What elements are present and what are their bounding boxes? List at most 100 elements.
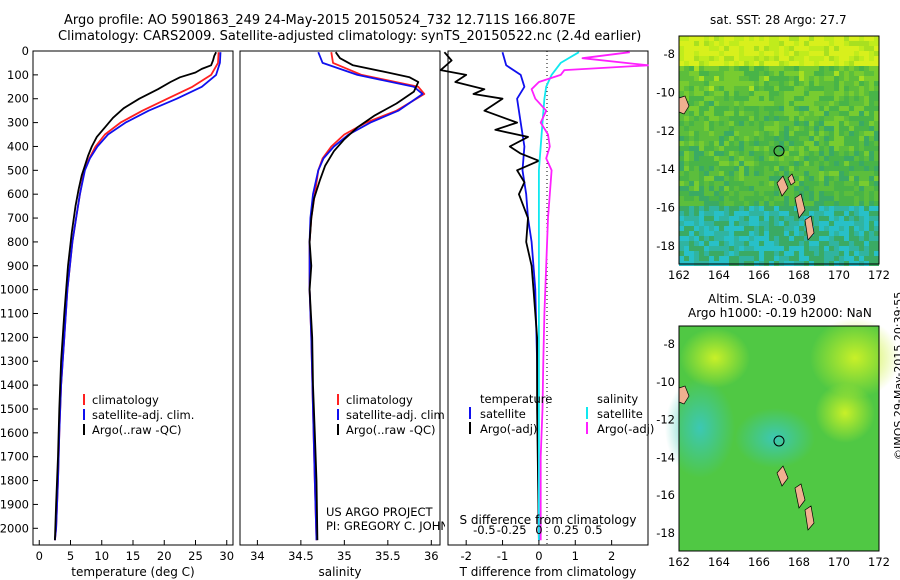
sst-cell bbox=[754, 156, 759, 161]
sst-cell bbox=[694, 221, 699, 226]
sst-cell bbox=[679, 171, 684, 176]
sst-cell bbox=[769, 256, 774, 261]
sst-cell bbox=[749, 101, 754, 106]
temp-plot-frame bbox=[32, 50, 234, 546]
sst-cell bbox=[744, 41, 749, 46]
sst-cell bbox=[829, 136, 834, 141]
sst-cell bbox=[769, 96, 774, 101]
sst-cell bbox=[854, 171, 859, 176]
sst-cell bbox=[839, 136, 844, 141]
sst-cell bbox=[709, 101, 714, 106]
sst-cell bbox=[794, 246, 799, 251]
sst-cell bbox=[764, 81, 769, 86]
sst-cell bbox=[869, 206, 874, 211]
sst-cell bbox=[849, 156, 854, 161]
sst-cell bbox=[784, 141, 789, 146]
sst-cell bbox=[839, 116, 844, 121]
sst-cell bbox=[869, 106, 874, 111]
sst-cell bbox=[699, 121, 704, 126]
sst-cell bbox=[869, 86, 874, 91]
sst-cell bbox=[734, 221, 739, 226]
sst-cell bbox=[714, 141, 719, 146]
sst-cell bbox=[724, 81, 729, 86]
sst-cell bbox=[684, 181, 689, 186]
sst-cell bbox=[804, 256, 809, 261]
sst-cell bbox=[709, 136, 714, 141]
sst-cell bbox=[854, 81, 859, 86]
sst-cell bbox=[819, 66, 824, 71]
sst-cell bbox=[874, 166, 879, 171]
y-tick-label: 700 bbox=[7, 211, 29, 225]
s-tick-label: 0.25 bbox=[553, 523, 579, 537]
sst-cell bbox=[809, 76, 814, 81]
sst-cell bbox=[759, 241, 764, 246]
sst-cell bbox=[869, 96, 874, 101]
sst-cell bbox=[854, 241, 859, 246]
sst-cell bbox=[719, 186, 724, 191]
sst-cell bbox=[679, 61, 684, 66]
sst-cell bbox=[794, 186, 799, 191]
sst-cell bbox=[789, 236, 794, 241]
sst-cell bbox=[729, 91, 734, 96]
legend-label-satellite: satellite-adj. clim. bbox=[92, 408, 194, 422]
sst-cell bbox=[854, 96, 859, 101]
sst-cell bbox=[759, 111, 764, 116]
sst-cell bbox=[724, 171, 729, 176]
sst-cell bbox=[724, 201, 729, 206]
sst-cell bbox=[814, 131, 819, 136]
sst-cell bbox=[814, 56, 819, 61]
sst-map-ticks: 162 164 166 168 170 172-8-10-12-14-16-18 bbox=[656, 47, 890, 282]
x-tick-label: 1 bbox=[572, 549, 579, 563]
sst-cell bbox=[839, 146, 844, 151]
s-tick-label: 0 bbox=[535, 523, 542, 537]
sst-cell bbox=[764, 236, 769, 241]
sst-cell bbox=[769, 116, 774, 121]
sst-cell bbox=[859, 236, 864, 241]
sst-cell bbox=[849, 121, 854, 126]
sst-cell bbox=[734, 56, 739, 61]
sst-cell bbox=[844, 186, 849, 191]
sst-cell bbox=[714, 241, 719, 246]
sst-cell bbox=[799, 76, 804, 81]
sla-map-title-2: Argo h1000: -0.19 h2000: NaN bbox=[688, 306, 872, 320]
sst-cell bbox=[859, 111, 864, 116]
sst-cell bbox=[684, 196, 689, 201]
sst-cell bbox=[769, 46, 774, 51]
sst-cell bbox=[779, 216, 784, 221]
y-tick-label: 900 bbox=[7, 259, 29, 273]
sst-cell bbox=[834, 81, 839, 86]
sst-cell bbox=[699, 141, 704, 146]
sst-cell bbox=[749, 86, 754, 91]
sst-cell bbox=[809, 161, 814, 166]
sst-cell bbox=[694, 251, 699, 256]
sst-cell bbox=[734, 241, 739, 246]
sst-cell bbox=[769, 246, 774, 251]
sst-cell bbox=[869, 81, 874, 86]
sst-cell bbox=[864, 46, 869, 51]
sst-cell bbox=[784, 251, 789, 256]
sst-cell bbox=[799, 236, 804, 241]
sst-cell bbox=[684, 191, 689, 196]
sst-cell bbox=[749, 106, 754, 111]
sst-cell bbox=[754, 101, 759, 106]
sst-cell bbox=[694, 56, 699, 61]
sst-cell bbox=[789, 256, 794, 261]
sst-cell bbox=[719, 191, 724, 196]
sst-cell bbox=[784, 131, 789, 136]
sst-cell bbox=[834, 76, 839, 81]
sst-cell bbox=[754, 221, 759, 226]
sst-cell bbox=[844, 196, 849, 201]
sst-cell bbox=[854, 71, 859, 76]
sst-cell bbox=[734, 81, 739, 86]
series-line-salinity-argo bbox=[530, 51, 649, 541]
sst-cell bbox=[709, 111, 714, 116]
sst-cell bbox=[819, 206, 824, 211]
sst-cell bbox=[739, 251, 744, 256]
sst-cell bbox=[774, 61, 779, 66]
sst-cell bbox=[819, 101, 824, 106]
sst-cell bbox=[699, 156, 704, 161]
sst-cell bbox=[869, 161, 874, 166]
sst-cell bbox=[779, 236, 784, 241]
sst-cell bbox=[769, 226, 774, 231]
sst-cell bbox=[824, 141, 829, 146]
